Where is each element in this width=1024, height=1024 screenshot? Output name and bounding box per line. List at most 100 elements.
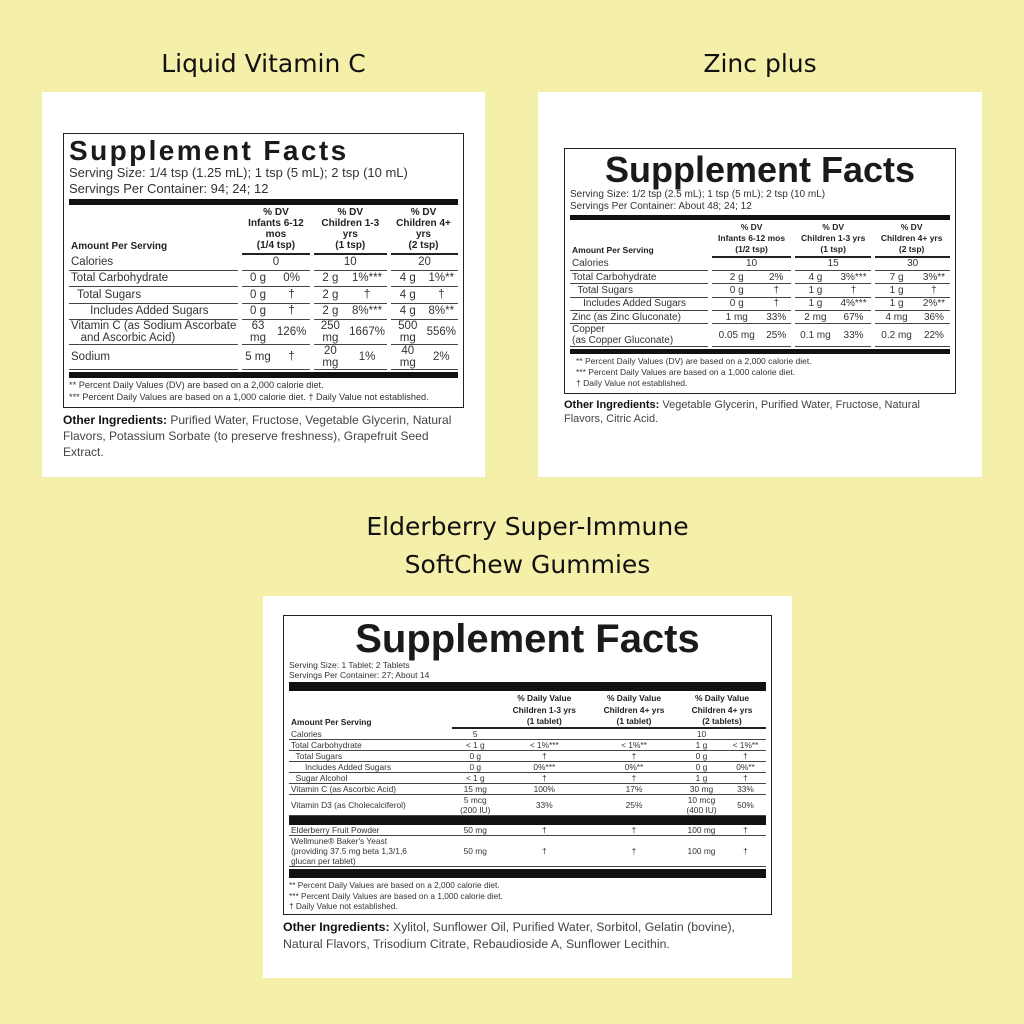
nutrient-value: 15 mg	[451, 783, 499, 796]
nutrient-value: 1 g	[871, 283, 918, 298]
card-zinc-plus: Supplement Facts Serving Size: 1/2 tsp (2…	[538, 92, 982, 477]
nutrient-row: Calories 5 10	[289, 728, 766, 741]
column-header: % Daily Value Children 1-3 yrs (1 tablet…	[498, 693, 591, 730]
nutrient-value: 4 g	[386, 270, 425, 288]
nutrient-value: 126%	[273, 319, 312, 346]
nutrient-value: †	[424, 286, 458, 304]
footnote: *** Percent Daily Values are based on a …	[69, 392, 429, 403]
nutrient-row: Zinc (as Zinc Gluconate) 1 mg 33% 2 mg 67% 4 …	[570, 310, 950, 325]
other-ingredients: Other Ingredients: Xylitol, Sunflower Oi…	[283, 919, 772, 952]
nutrient-value: 2 g	[309, 303, 348, 321]
nutrient-value: 0%***	[498, 761, 591, 774]
nutrient-value: 2 g	[309, 270, 348, 288]
nutrient-value: 1 mg	[708, 310, 762, 325]
nutrient-value: 0 g	[238, 303, 274, 321]
servings-per-container: Servings Per Container: 94; 24; 12	[69, 180, 269, 196]
nutrient-value: < 1%**	[590, 739, 678, 752]
nutrient-value: †	[725, 835, 766, 868]
nutrient-name: Vitamin C (as Ascorbic Acid)	[289, 783, 452, 796]
nutrient-name: Calories	[570, 256, 711, 271]
nutrient-value: 2%	[424, 344, 458, 371]
nutrient-value: †	[498, 835, 591, 868]
thick-bar	[570, 214, 950, 220]
column-header: % DV Children 1-3 yrs (1 tsp)	[311, 206, 389, 255]
other-ingredients-label: Other Ingredients:	[63, 412, 168, 427]
nutrient-value: 30 mg	[678, 783, 725, 796]
column-header: % DV Children 1-3 yrs (1 tsp)	[793, 221, 874, 258]
nutrient-value: 3%**	[917, 270, 950, 285]
nutrient-value: 15	[791, 256, 874, 271]
column-header: % DV Infants 6-12 mos (1/2 tsp)	[710, 221, 794, 258]
nutrient-name: Calories	[289, 728, 452, 741]
nutrient-row: Total Carbohydrate 0 g 0% 2 g 1%*** 4 g 1%**	[69, 270, 458, 288]
column-header: % Daily Value Children 4+ yrs (1 tablet)	[590, 693, 678, 730]
serving-size: Serving Size: 1/2 tsp (2.5 mL); 1 tsp (5…	[570, 188, 826, 200]
facts-table: Amount Per Serving % Daily Value Children…	[289, 693, 766, 868]
nutrient-row: Includes Added Sugars 0 g † 1 g 4%*** 1 g 2%**	[570, 297, 950, 312]
nutrient-value: 33%	[725, 783, 766, 796]
label-heading: Supplement Facts	[604, 149, 916, 190]
card-elderberry: Supplement Facts Serving Size: 1 Tablet; …	[263, 596, 792, 978]
column-header: % DV Infants 6-12 mos (1/4 tsp)	[240, 206, 312, 255]
other-ingredients-text: Vegetable Glycerin, Purified Water, Fruc…	[564, 398, 921, 426]
nutrient-value: < 1%**	[725, 739, 766, 752]
nutrient-value: †	[761, 283, 794, 298]
nutrient-value: 50 mg	[451, 835, 499, 868]
nutrient-value: 2 g	[309, 286, 348, 304]
nutrient-value: 10 mcg (400 IU)	[678, 794, 725, 817]
nutrient-value: 1 g	[871, 297, 918, 312]
nutrient-value: †	[498, 824, 591, 837]
nutrient-value: 0 g	[708, 283, 762, 298]
nutrient-value: 40 mg	[386, 344, 425, 371]
nutrient-row: Wellmune® Baker's Yeast (providing 37.5 …	[289, 835, 766, 868]
nutrient-row: Total Sugars 0 g † 1 g † 1 g †	[570, 283, 950, 298]
nutrient-row: Includes Added Sugars 0 g † 2 g 8%*** 4 g 8%**	[69, 303, 458, 321]
nutrient-value: 20 mg	[309, 344, 348, 371]
amount-per-serving-header: Amount Per Serving	[572, 244, 654, 255]
nutrient-value: 63 mg	[238, 319, 274, 346]
nutrient-value: 7 g	[871, 270, 918, 285]
amount-per-serving-header: Amount Per Serving	[291, 717, 372, 728]
thick-bar	[69, 198, 458, 205]
supplement-facts-label: Supplement Facts Serving Size: 1 Tablet; …	[283, 615, 772, 916]
nutrient-value: †	[498, 772, 591, 785]
thick-bar	[289, 869, 766, 879]
nutrient-row: Calories 0 10 20	[69, 253, 458, 271]
nutrient-value: †	[347, 286, 389, 304]
nutrient-value: 33%	[835, 323, 874, 348]
nutrient-row: Sugar Alcohol < 1 g † † 1 g †	[289, 772, 766, 785]
nutrient-value: 5	[451, 728, 499, 741]
nutrient-value	[590, 728, 678, 741]
nutrient-value: 50 mg	[451, 824, 499, 837]
nutrient-value: 0 g	[451, 761, 499, 774]
servings-per-container: Servings Per Container: About 48; 24; 12	[570, 200, 752, 212]
nutrient-value: 100 mg	[678, 835, 725, 868]
nutrient-value: 556%	[424, 319, 458, 346]
nutrient-value: 100%	[498, 783, 591, 796]
nutrient-value: †	[590, 835, 678, 868]
nutrient-row: Sodium 5 mg † 20 mg 1% 40 mg 2%	[69, 344, 458, 371]
nutrient-value: 5 mcg (200 IU)	[451, 794, 499, 817]
footnote: ** Percent Daily Values (DV) are based o…	[69, 380, 324, 391]
nutrient-row: Includes Added Sugars 0 g 0%*** 0%** 0 g 0%**	[289, 761, 766, 774]
nutrient-name: Total Sugars	[570, 283, 711, 298]
nutrient-value: 30	[871, 256, 950, 271]
facts-table: Amount Per Serving % DV Infants 6-12 mos …	[570, 221, 950, 348]
nutrient-value: 2 mg	[791, 310, 836, 325]
nutrient-value: 1%***	[347, 270, 389, 288]
column-header: % Daily Value Children 4+ yrs (2 tablets…	[678, 693, 766, 730]
nutrient-value: 0.05 mg	[708, 323, 762, 348]
nutrient-value: 3%***	[835, 270, 874, 285]
section-bar	[289, 815, 766, 825]
panel-title: Elderberry Super-Immune SoftChew Gummies	[366, 512, 689, 579]
other-ingredients: Other Ingredients: Purified Water, Fruct…	[63, 412, 464, 461]
nutrient-value: 33%	[498, 794, 591, 817]
supplement-facts-label: Supplement Facts Serving Size: 1/4 tsp (1…	[63, 133, 464, 408]
nutrient-value: †	[725, 824, 766, 837]
nutrient-value: †	[725, 750, 766, 763]
nutrient-value: †	[590, 750, 678, 763]
amount-per-serving-header: Amount Per Serving	[71, 240, 168, 252]
footnote: † Daily Value not established.	[576, 378, 688, 389]
nutrient-row: Vitamin C (as Sodium Ascorbate and Ascor…	[69, 319, 458, 346]
nutrient-value: 4 g	[386, 303, 425, 321]
